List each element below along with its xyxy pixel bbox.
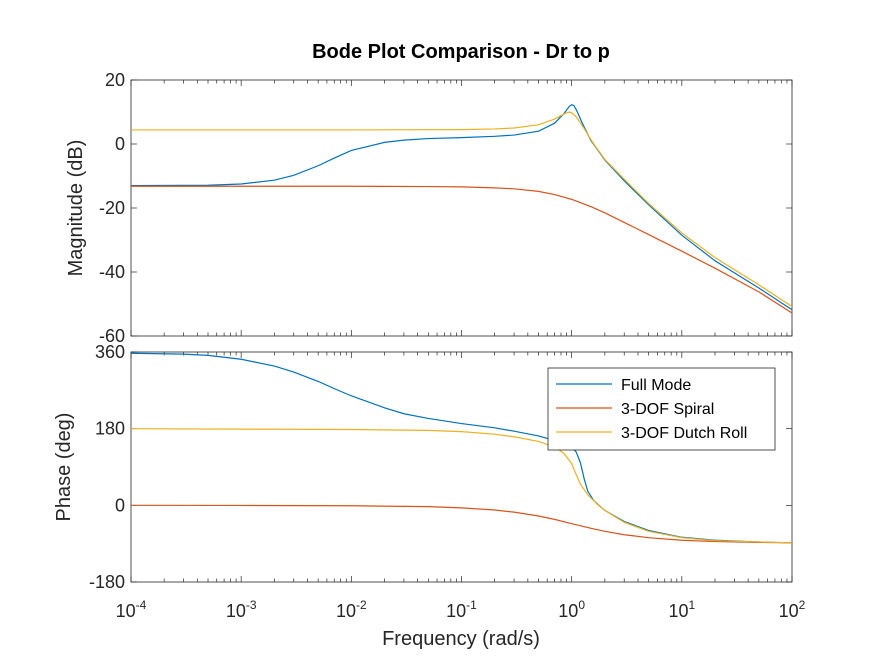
phase-y-axis-label: Phase (deg) [53, 413, 75, 522]
legend: Full Mode 3-DOF Spiral 3-DOF Dutch Roll [547, 367, 776, 451]
phase-y-tick-label: -180 [89, 572, 125, 592]
x-tick-label: 10-4 [116, 598, 147, 621]
x-tick-exponent: -3 [246, 598, 257, 612]
phase-series-full-mode [130, 352, 793, 544]
x-tick-base: 10 [779, 601, 799, 621]
x-tick-exponent: -4 [136, 598, 147, 612]
x-tick-label: 10-1 [446, 598, 477, 621]
phase-series-3-dof-dutch-roll [130, 428, 793, 544]
x-tick-exponent: -2 [356, 598, 367, 612]
chart-title: Bode Plot Comparison - Dr to p [312, 41, 610, 63]
x-tick-base: 10 [668, 601, 688, 621]
x-tick-exponent: 0 [578, 598, 585, 612]
magnitude-panel: 20 0 -20 -40 -60 Magnitude (dB) [65, 70, 793, 346]
magnitude-y-tick-label: -60 [99, 326, 125, 346]
x-tick-exponent: -1 [466, 598, 477, 612]
x-tick-exponent: 1 [689, 598, 696, 612]
magnitude-y-tick-label: 0 [115, 134, 125, 154]
magnitude-y-tick-label: 20 [105, 70, 125, 90]
x-tick-label: 10-2 [336, 598, 367, 621]
magnitude-y-axis-label: Magnitude (dB) [65, 140, 87, 277]
x-tick-base: 10 [446, 601, 466, 621]
x-axis-label: Frequency (rad/s) [382, 628, 540, 650]
magnitude-y-tick-label: -40 [99, 262, 125, 282]
x-tick-base: 10 [558, 601, 578, 621]
magnitude-series-full-mode [130, 103, 793, 311]
magnitude-series-3-dof-dutch-roll [131, 111, 793, 308]
phase-y-tick-label: 360 [95, 342, 125, 362]
phase-y-tick-label: 0 [115, 495, 125, 515]
x-tick-exponent: 2 [799, 598, 806, 612]
x-tick-labels: 10-4 10-3 10-2 10-1 100 101 102 [116, 598, 806, 621]
x-tick-label: 10-3 [226, 598, 257, 621]
phase-series-3-dof-spiral [130, 504, 793, 544]
phase-y-tick-label: 180 [95, 419, 125, 439]
legend-entry-label: Full Mode [621, 377, 691, 394]
legend-entry-label: 3-DOF Dutch Roll [621, 425, 747, 442]
magnitude-y-tick-label: -20 [99, 198, 125, 218]
x-tick-base: 10 [336, 601, 356, 621]
x-tick-base: 10 [226, 601, 246, 621]
x-tick-label: 101 [668, 598, 695, 621]
magnitude-series-3-dof-spiral [131, 185, 793, 314]
x-tick-label: 102 [779, 598, 806, 621]
legend-box [547, 367, 776, 451]
x-tick-label: 100 [558, 598, 585, 621]
magnitude-axes-box [130, 79, 793, 337]
x-tick-base: 10 [116, 601, 136, 621]
legend-entry-label: 3-DOF Spiral [621, 401, 714, 418]
